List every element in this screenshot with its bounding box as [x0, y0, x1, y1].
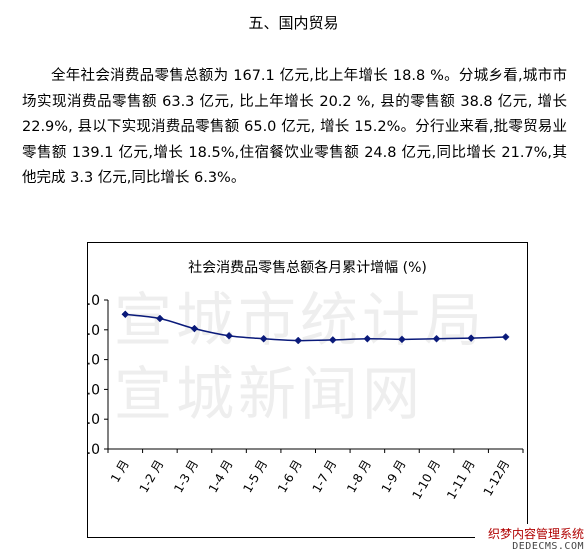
- x-tick-label: 1-4 月: [206, 458, 236, 496]
- y-tick-label: 5.0: [88, 412, 100, 428]
- y-tick-label: 25.0: [88, 293, 100, 309]
- site-stamp-line-1: 织梦内容管理系统: [487, 527, 584, 541]
- site-stamp: 织梦内容管理系统 DEDECMS.COM: [475, 524, 587, 558]
- watermark-line-2: 宣城新闻网: [114, 360, 425, 428]
- x-tick-label: 1 月: [108, 458, 132, 485]
- x-tick-label: 1-8 月: [344, 458, 374, 496]
- data-point-marker: [328, 336, 337, 344]
- x-tick-label: 1-9 月: [379, 458, 409, 496]
- data-point-marker: [398, 335, 406, 344]
- data-point-marker: [225, 331, 233, 340]
- data-point-marker: [363, 334, 372, 343]
- chart-title: 社会消费品零售总额各月累计增幅 (%): [188, 260, 427, 276]
- x-tick-label: 1-5 月: [240, 458, 270, 496]
- x-tick-label: 1-10 月: [409, 458, 443, 502]
- chart-frame: 宣城市统计局 宣城新闻网 社会消费品零售总额各月累计增幅 (%) 0.05.01…: [87, 242, 528, 538]
- y-tick-label: 0.0: [88, 442, 100, 458]
- data-point-marker: [467, 334, 475, 342]
- x-tick-label: 1-12月: [481, 458, 513, 499]
- data-point-marker: [156, 314, 164, 323]
- y-tick-label: 10.0: [88, 382, 100, 398]
- data-point-marker: [501, 333, 510, 341]
- data-point-marker: [432, 334, 441, 343]
- section-heading: 五、国内贸易: [248, 14, 339, 32]
- series-line: [125, 313, 506, 342]
- data-point-marker: [259, 334, 268, 343]
- x-tick-label: 1-2 月: [137, 458, 167, 496]
- x-tick-label: 1-3 月: [171, 458, 201, 496]
- data-point-marker: [190, 324, 199, 333]
- y-tick-label: 20.0: [88, 323, 100, 339]
- body-paragraph: 全年社会消费品零售总额为 167.1 亿元,比上年增长 18.8 %。分城乡看,…: [22, 68, 567, 186]
- x-tick-label: 1-6 月: [275, 458, 305, 496]
- data-point-marker: [121, 310, 130, 319]
- y-tick-label: 15.0: [88, 353, 100, 369]
- site-stamp-line-2: DEDECMS.COM: [512, 541, 584, 552]
- line-chart: 0.0 5.0 10.0 15.0 20.0 25.0 1 月1-2 月1-3 月1-4 月…: [88, 293, 524, 502]
- x-tick-label: 1-11 月: [444, 458, 478, 502]
- x-tick-label: 1-7 月: [310, 458, 340, 496]
- data-point-marker: [294, 336, 303, 345]
